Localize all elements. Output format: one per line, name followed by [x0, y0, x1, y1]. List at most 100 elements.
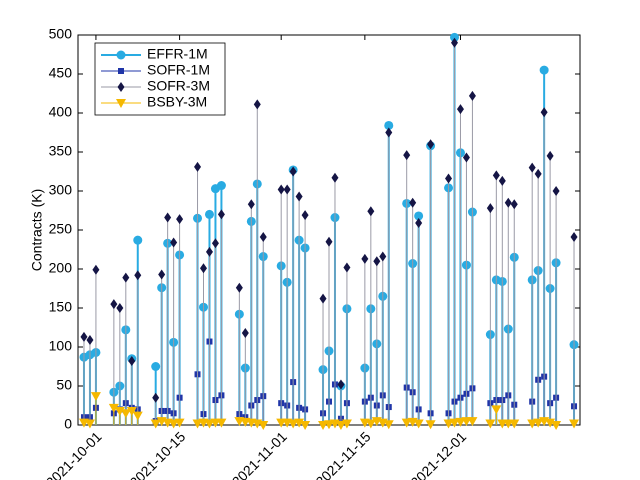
marker [174, 418, 185, 428]
x-tick-label: 2021-12-01 [407, 428, 469, 480]
y-tick-label: 0 [64, 416, 72, 432]
marker [294, 418, 305, 428]
marker [120, 409, 131, 419]
marker [289, 166, 297, 177]
marker [365, 419, 376, 429]
x-tick-label: 2021-10-15 [126, 428, 188, 480]
marker [467, 417, 478, 427]
marker [301, 210, 309, 221]
marker [540, 107, 548, 118]
marker [449, 418, 460, 428]
marker [546, 150, 554, 161]
marker [425, 420, 436, 430]
marker [134, 270, 142, 281]
marker [367, 206, 375, 217]
marker [498, 175, 506, 186]
marker [92, 264, 100, 275]
marker [443, 419, 454, 429]
marker [569, 419, 580, 429]
x-tick-label: 2021-10-01 [43, 428, 105, 480]
marker [504, 197, 512, 208]
y-tick-label: 450 [49, 65, 73, 81]
marker [204, 419, 215, 429]
marker [90, 392, 101, 402]
legend-marker [116, 99, 126, 108]
marker [379, 251, 387, 262]
marker [108, 403, 119, 413]
legend-label: EFFR-1M [147, 46, 208, 62]
marker [341, 419, 352, 429]
marker [361, 253, 369, 264]
marker [414, 211, 424, 221]
marker [318, 421, 329, 430]
marker [383, 420, 394, 430]
marker [485, 419, 496, 429]
marker [510, 199, 518, 210]
marker [533, 418, 544, 428]
marker [337, 379, 345, 390]
marker [283, 184, 291, 195]
marker [300, 421, 311, 430]
y-tick-label: 150 [49, 299, 73, 315]
marker [468, 90, 476, 101]
marker [205, 246, 213, 257]
marker [247, 199, 255, 210]
marker [445, 173, 453, 184]
marker [552, 186, 560, 196]
marker [343, 262, 351, 273]
marker [168, 419, 179, 429]
marker [253, 99, 261, 110]
marker [217, 209, 225, 220]
legend-label: BSBY-3M [147, 94, 207, 110]
y-tick-label: 200 [49, 260, 73, 276]
marker [331, 172, 339, 183]
y-axis-label: Contracts (K) [29, 189, 45, 271]
marker [204, 209, 214, 219]
y-tick-label: 50 [56, 377, 72, 393]
legend-label: SOFR-3M [147, 78, 210, 94]
marker [486, 203, 494, 214]
marker [373, 256, 381, 267]
marker [295, 191, 303, 202]
marker [403, 150, 411, 161]
marker [384, 120, 394, 130]
y-tick-label: 500 [49, 26, 73, 42]
marker [401, 418, 412, 428]
marker [545, 418, 556, 428]
marker [126, 406, 137, 416]
marker [133, 235, 143, 245]
marker [200, 263, 207, 274]
marker [216, 181, 226, 191]
y-tick-label: 400 [49, 104, 73, 120]
marker [528, 162, 536, 173]
marker [132, 411, 143, 421]
marker [491, 405, 502, 415]
marker [150, 419, 161, 429]
marker [288, 419, 299, 429]
marker [116, 303, 124, 313]
marker [80, 331, 88, 342]
marker [551, 421, 562, 430]
y-tick-label: 250 [49, 221, 73, 237]
marker [450, 32, 459, 42]
y-tick-label: 100 [49, 338, 73, 354]
legend-label: SOFR-1M [147, 62, 210, 78]
marker [415, 217, 423, 228]
marker [258, 421, 269, 430]
marker [409, 197, 417, 208]
marker [427, 139, 435, 150]
marker [122, 272, 130, 283]
marker [164, 212, 172, 223]
marker [192, 419, 203, 429]
marker [114, 406, 125, 416]
marker [451, 37, 458, 48]
marker [335, 421, 346, 430]
marker [462, 152, 470, 163]
marker [194, 161, 202, 172]
marker [413, 419, 424, 429]
marker [86, 334, 94, 345]
marker [325, 236, 333, 247]
marker [152, 392, 160, 403]
